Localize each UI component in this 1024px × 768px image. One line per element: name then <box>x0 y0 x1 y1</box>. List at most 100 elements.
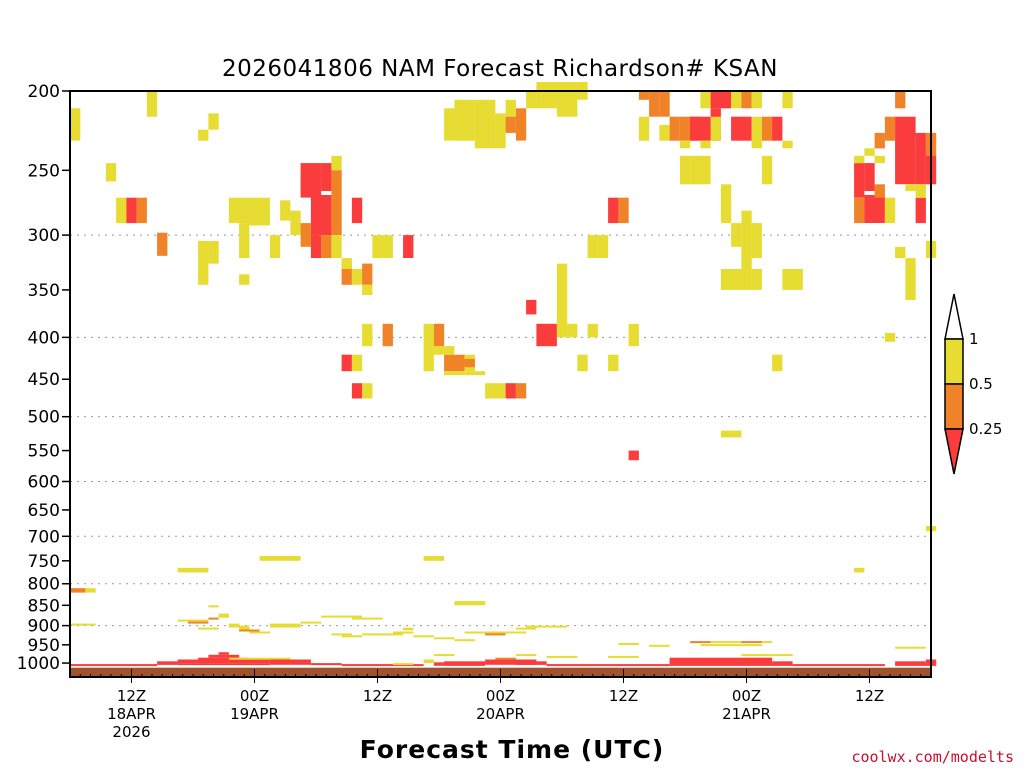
heatmap-cell <box>464 371 486 376</box>
heatmap-cell <box>331 235 342 258</box>
heatmap-cell <box>515 661 547 665</box>
heatmap-cell <box>423 659 434 664</box>
y-tick-label-200: 200 <box>28 82 60 102</box>
heatmap-cell <box>454 639 475 642</box>
heatmap-cell <box>362 383 373 399</box>
heatmap-cell <box>710 641 742 644</box>
heatmap-cell <box>126 197 137 224</box>
heatmap-cell <box>341 258 352 269</box>
heatmap-cell <box>710 91 732 109</box>
heatmap-cell <box>444 354 465 372</box>
heatmap-cell <box>905 258 916 300</box>
heatmap-cell <box>864 148 875 156</box>
x-tick-label: 12Z <box>363 687 392 705</box>
y-tick-label-550: 550 <box>28 442 60 462</box>
y-tick-label-450: 450 <box>28 370 60 390</box>
heatmap-cell <box>187 621 209 624</box>
heatmap-cell <box>228 623 240 628</box>
y-tick-label-800: 800 <box>28 575 60 595</box>
heatmap-cell <box>690 155 711 185</box>
heatmap-cell <box>198 627 219 630</box>
heatmap-cell <box>239 223 250 259</box>
heatmap-cell <box>300 223 311 247</box>
heatmap-cell <box>146 91 158 117</box>
heatmap-cell <box>515 383 527 399</box>
heatmap-cell <box>331 633 352 636</box>
heatmap-cell <box>669 657 773 666</box>
y-tick-label-300: 300 <box>28 226 60 246</box>
heatmap-cell <box>741 654 793 657</box>
heatmap-cell <box>474 99 496 149</box>
heatmap-cell <box>208 617 219 620</box>
heatmap-cell <box>608 655 639 658</box>
heatmap-cell <box>741 210 752 269</box>
heatmap-cell <box>772 354 783 372</box>
heatmap-cell <box>864 195 885 223</box>
heatmap-cell <box>392 663 414 666</box>
grid-lines <box>70 234 931 627</box>
heatmap-cell <box>310 195 332 236</box>
heatmap-cell <box>628 450 639 461</box>
heatmap-cell <box>895 246 906 259</box>
y-tick-label-650: 650 <box>28 501 60 521</box>
chart-title: 2026041806 NAM Forecast Richardson# KSAN <box>222 56 778 82</box>
heatmap-cell <box>433 323 445 347</box>
heatmap-cell <box>587 235 598 258</box>
heatmap-cell <box>382 323 393 347</box>
heatmap-cell <box>618 643 639 645</box>
heatmap-cell <box>177 659 270 664</box>
heatmap-cell <box>70 664 158 667</box>
heatmap-cell <box>751 269 762 290</box>
legend: 1 0.5 0.25 <box>944 293 1002 475</box>
heatmap-cell <box>915 132 926 185</box>
heatmap-cell <box>895 116 916 185</box>
heatmap-cell <box>628 323 639 347</box>
heatmap-cell <box>741 91 752 109</box>
heatmap-cell <box>751 116 762 149</box>
heatmap-cell <box>70 588 86 593</box>
y-tick-label-750: 750 <box>28 552 60 572</box>
heatmap-cell <box>751 91 762 109</box>
heatmap-cell <box>556 82 578 117</box>
heatmap-cell <box>310 235 322 258</box>
x-tick-label: 19APR <box>230 705 279 723</box>
y-axis: 200 250 300 350 400 450 500 550 600 650 700 750 8008… <box>17 82 70 674</box>
heatmap-cell <box>782 140 793 149</box>
heatmap-cell <box>751 223 762 259</box>
heatmap-cell <box>413 635 434 638</box>
heatmap-cell <box>659 124 670 141</box>
heatmap-cell <box>731 223 742 247</box>
heatmap-cell <box>587 323 598 338</box>
heatmap-cell <box>444 371 465 376</box>
heatmap-cell <box>884 197 896 224</box>
heatmap-cell <box>269 657 291 660</box>
heatmap-cell <box>249 197 270 226</box>
heatmap-cell <box>218 652 229 655</box>
heatmap-cell <box>700 91 711 109</box>
heatmap-cell <box>105 163 117 182</box>
heatmap-cell <box>136 197 147 224</box>
heatmap-cell <box>464 358 475 368</box>
heatmap-cell <box>259 556 301 561</box>
heatmap-cell <box>915 184 926 198</box>
heatmap-cell <box>679 140 691 149</box>
y-tick-label-400: 400 <box>28 328 60 348</box>
heatmap-cell <box>269 623 301 628</box>
heatmap-cell <box>362 323 373 347</box>
heatmap-cell <box>85 588 96 593</box>
heatmap-cell <box>854 155 865 164</box>
heatmap-cell <box>249 631 270 634</box>
heatmap-cell <box>351 354 363 372</box>
heatmap-cell <box>659 91 670 117</box>
heatmap-cell <box>526 625 568 628</box>
heatmap-cell <box>485 659 537 665</box>
heatmap-cell <box>526 91 537 109</box>
x-tick-label: 12Z <box>609 687 638 705</box>
heatmap-cell <box>710 116 721 141</box>
x-tick-label: 12Z <box>855 687 884 705</box>
heatmap-cell <box>444 346 455 355</box>
heatmap-cell <box>905 184 916 192</box>
heatmap-cell <box>321 615 363 618</box>
heatmap-cell <box>874 132 885 149</box>
